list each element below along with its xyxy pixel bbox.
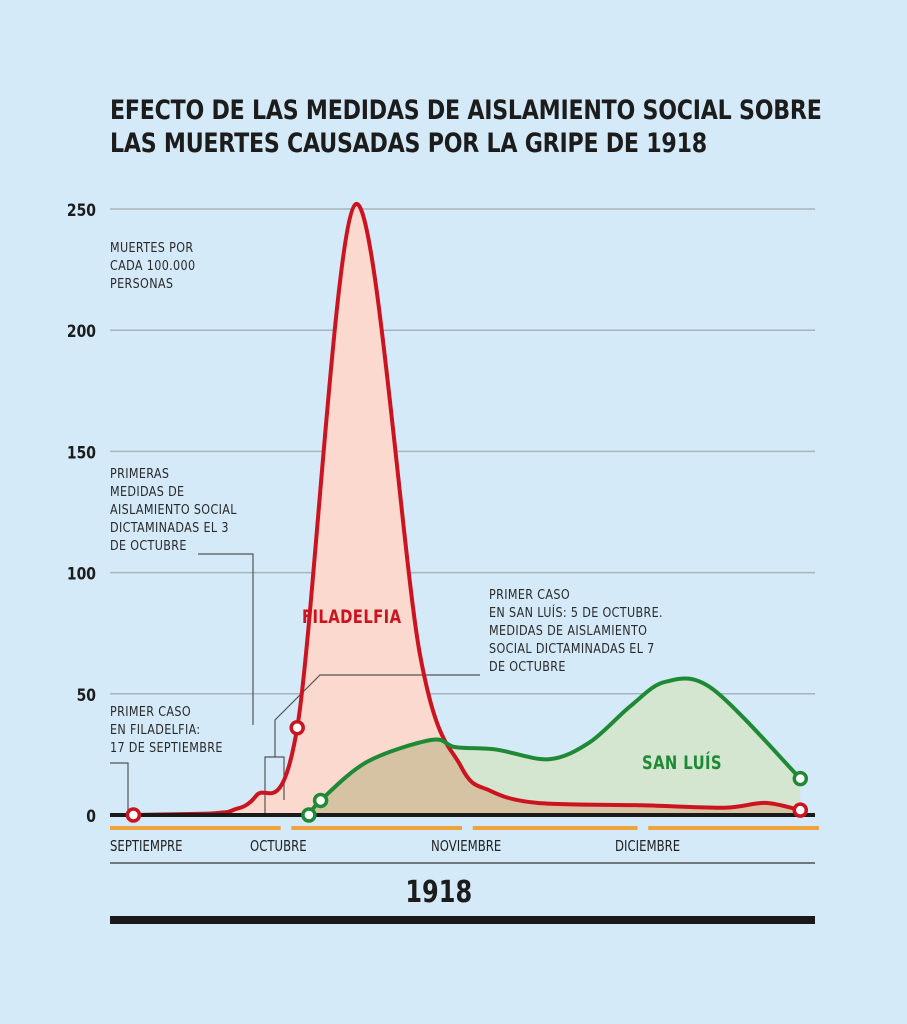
- month-label-september: SEPTIEMPRE: [110, 837, 183, 855]
- annotation-line: PRIMERAS: [110, 467, 170, 482]
- y-tick-label: 250: [67, 201, 96, 221]
- month-label-october: OCTUBRE: [250, 837, 307, 855]
- line-philadelphia: [131, 202, 803, 817]
- y-axis-label-line: CADA 100.000: [110, 259, 196, 274]
- y-axis-label: MUERTES POR CADA 100.000 PERSONAS: [110, 240, 195, 294]
- marker-saint-louis: [301, 807, 317, 823]
- series-label-saint-louis: SAN LUÍS: [642, 752, 722, 774]
- annotation-line: DE OCTUBRE: [489, 660, 566, 675]
- gridlines: [110, 208, 815, 695]
- marker-philadelphia: [125, 807, 142, 823]
- annotation-line: MEDIDAS DE: [110, 485, 185, 500]
- annotation-line: SOCIAL DICTAMINADAS EL 7: [489, 642, 655, 657]
- annotation-leader-lines: [110, 553, 480, 815]
- series-lines: [131, 202, 803, 817]
- marker-saint-louis: [312, 792, 329, 809]
- line-saint-louis: [306, 676, 803, 817]
- annotation-line: PRIMER CASO: [489, 588, 570, 603]
- series-markers: [125, 719, 809, 823]
- marker-philadelphia: [289, 719, 305, 736]
- y-axis-label-line: PERSONAS: [110, 277, 174, 292]
- marker-saint-louis: [792, 770, 809, 787]
- x-axis: [110, 813, 819, 924]
- series-label-philadelphia: FILADELFIA: [302, 606, 402, 628]
- y-tick-label: 150: [67, 443, 96, 463]
- annotation-line: AISLAMIENTO SOCIAL: [110, 503, 237, 518]
- annotation-philadelphia-measures: PRIMERAS MEDIDAS DE AISLAMIENTO SOCIAL D…: [110, 466, 237, 556]
- annotation-line: MEDIDAS DE AISLAMIENTO: [489, 624, 648, 639]
- y-tick-label: 50: [77, 685, 97, 705]
- leader-saint-louis: [274, 674, 480, 757]
- leader-first-case-philadelphia: [110, 762, 129, 815]
- y-tick-label: 200: [67, 322, 96, 342]
- month-label-december: DICIEMBRE: [615, 837, 681, 855]
- y-tick-label: 100: [67, 564, 96, 584]
- annotation-line: 17 DE SEPTIEMBRE: [110, 741, 223, 756]
- annotation-line: PRIMER CASO: [110, 705, 191, 720]
- annotation-line: EN FILADELFIA:: [110, 723, 201, 738]
- leader-philadelphia-measures: [198, 553, 254, 725]
- annotation-saint-louis: PRIMER CASO EN SAN LUÍS: 5 DE OCTUBRE. M…: [489, 587, 663, 677]
- series-areas: [133, 203, 801, 816]
- y-tick-labels: 0 50 100 150 200 250: [67, 201, 96, 827]
- x-axis-title-text: 1918: [405, 875, 472, 910]
- annotation-line: EN SAN LUÍS: 5 DE OCTUBRE.: [489, 606, 663, 621]
- chart-title-line-2: LAS MUERTES CAUSADAS POR LA GRIPE DE 191…: [110, 128, 707, 159]
- annotation-first-case-philadelphia: PRIMER CASO EN FILADELFIA: 17 DE SEPTIEM…: [110, 704, 223, 758]
- month-label-november: NOVIEMBRE: [431, 837, 502, 855]
- marker-philadelphia: [792, 802, 809, 818]
- x-axis-title: 1918: [0, 875, 907, 910]
- y-axis-label-line: MUERTES POR: [110, 241, 194, 256]
- y-tick-label: 0: [86, 807, 96, 827]
- annotation-line: DE OCTUBRE: [110, 539, 187, 554]
- annotation-line: DICTAMINADAS EL 3: [110, 521, 229, 536]
